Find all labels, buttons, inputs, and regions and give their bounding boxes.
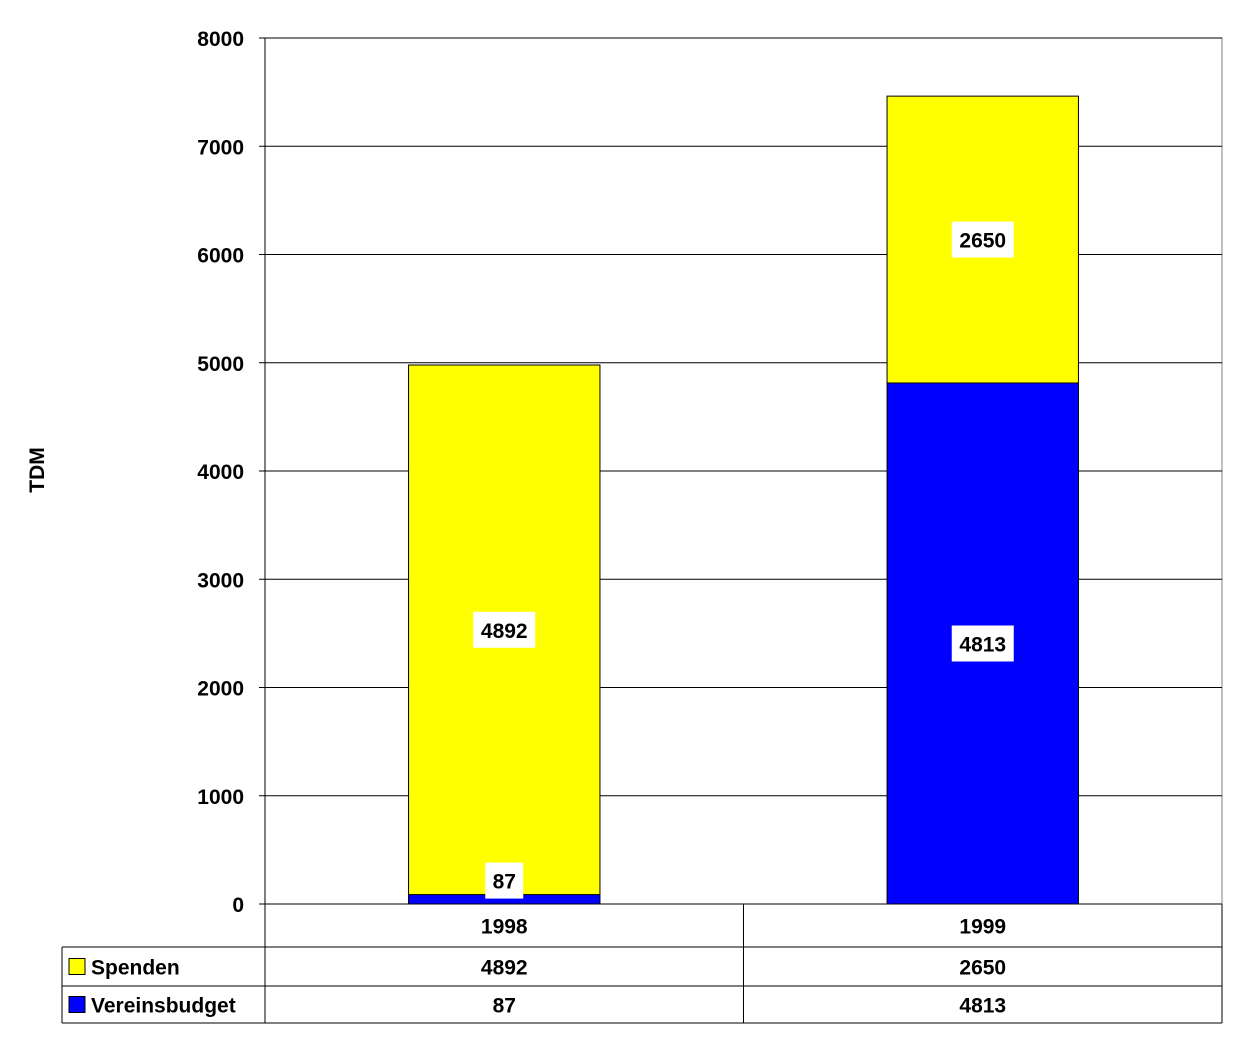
data-label-vereinsbudget-1998: 87 bbox=[493, 871, 516, 894]
y-tick-label-6000: 6000 bbox=[197, 245, 244, 268]
table-category-1998: 1998 bbox=[481, 916, 528, 939]
y-tick-label-7000: 7000 bbox=[197, 136, 244, 159]
data-table: 1998 1999 Spenden 4892 2650 Vereinsbudget 87 48… bbox=[61, 903, 1223, 1024]
data-label-bg-vereinsbudget-1998 bbox=[485, 862, 524, 899]
y-axis-label: TDM bbox=[26, 447, 49, 493]
y-tick-label-0: 0 bbox=[232, 894, 244, 917]
data-label-vereinsbudget-1999: 4813 bbox=[959, 633, 1006, 656]
y-tick-label-1000: 1000 bbox=[197, 786, 244, 809]
legend-label-vereinsbudget: Vereinsbudget bbox=[91, 995, 236, 1018]
table-cell-spenden-1999: 2650 bbox=[959, 957, 1006, 980]
data-label-bg-spenden-1999 bbox=[951, 221, 1014, 258]
legend-key-vereinsbudget bbox=[68, 996, 86, 1013]
legend-label-spenden: Spenden bbox=[91, 957, 180, 980]
data-labels: 87 4892 4813 2650 bbox=[473, 221, 1014, 899]
data-label-spenden-1999: 2650 bbox=[959, 230, 1006, 253]
bars bbox=[408, 95, 1079, 905]
y-tick-label-3000: 3000 bbox=[197, 569, 244, 592]
table-cell-vereinsbudget-1999: 4813 bbox=[959, 995, 1006, 1018]
y-tick-label-2000: 2000 bbox=[197, 678, 244, 701]
data-label-bg-vereinsbudget-1999 bbox=[951, 625, 1014, 662]
y-tick-label-4000: 4000 bbox=[197, 461, 244, 484]
legend-key-spenden bbox=[68, 958, 86, 975]
y-tick-label-5000: 5000 bbox=[197, 353, 244, 376]
y-axis-ticks: 0 1000 2000 3000 4000 5000 6000 7000 8000 bbox=[197, 28, 266, 917]
table-cell-spenden-1998: 4892 bbox=[481, 957, 528, 980]
table-cell-vereinsbudget-1998: 87 bbox=[493, 995, 516, 1018]
data-label-bg-spenden-1998 bbox=[473, 611, 536, 648]
data-label-spenden-1998: 4892 bbox=[481, 620, 528, 643]
y-tick-label-8000: 8000 bbox=[197, 28, 244, 51]
table-category-1999: 1999 bbox=[959, 916, 1006, 939]
